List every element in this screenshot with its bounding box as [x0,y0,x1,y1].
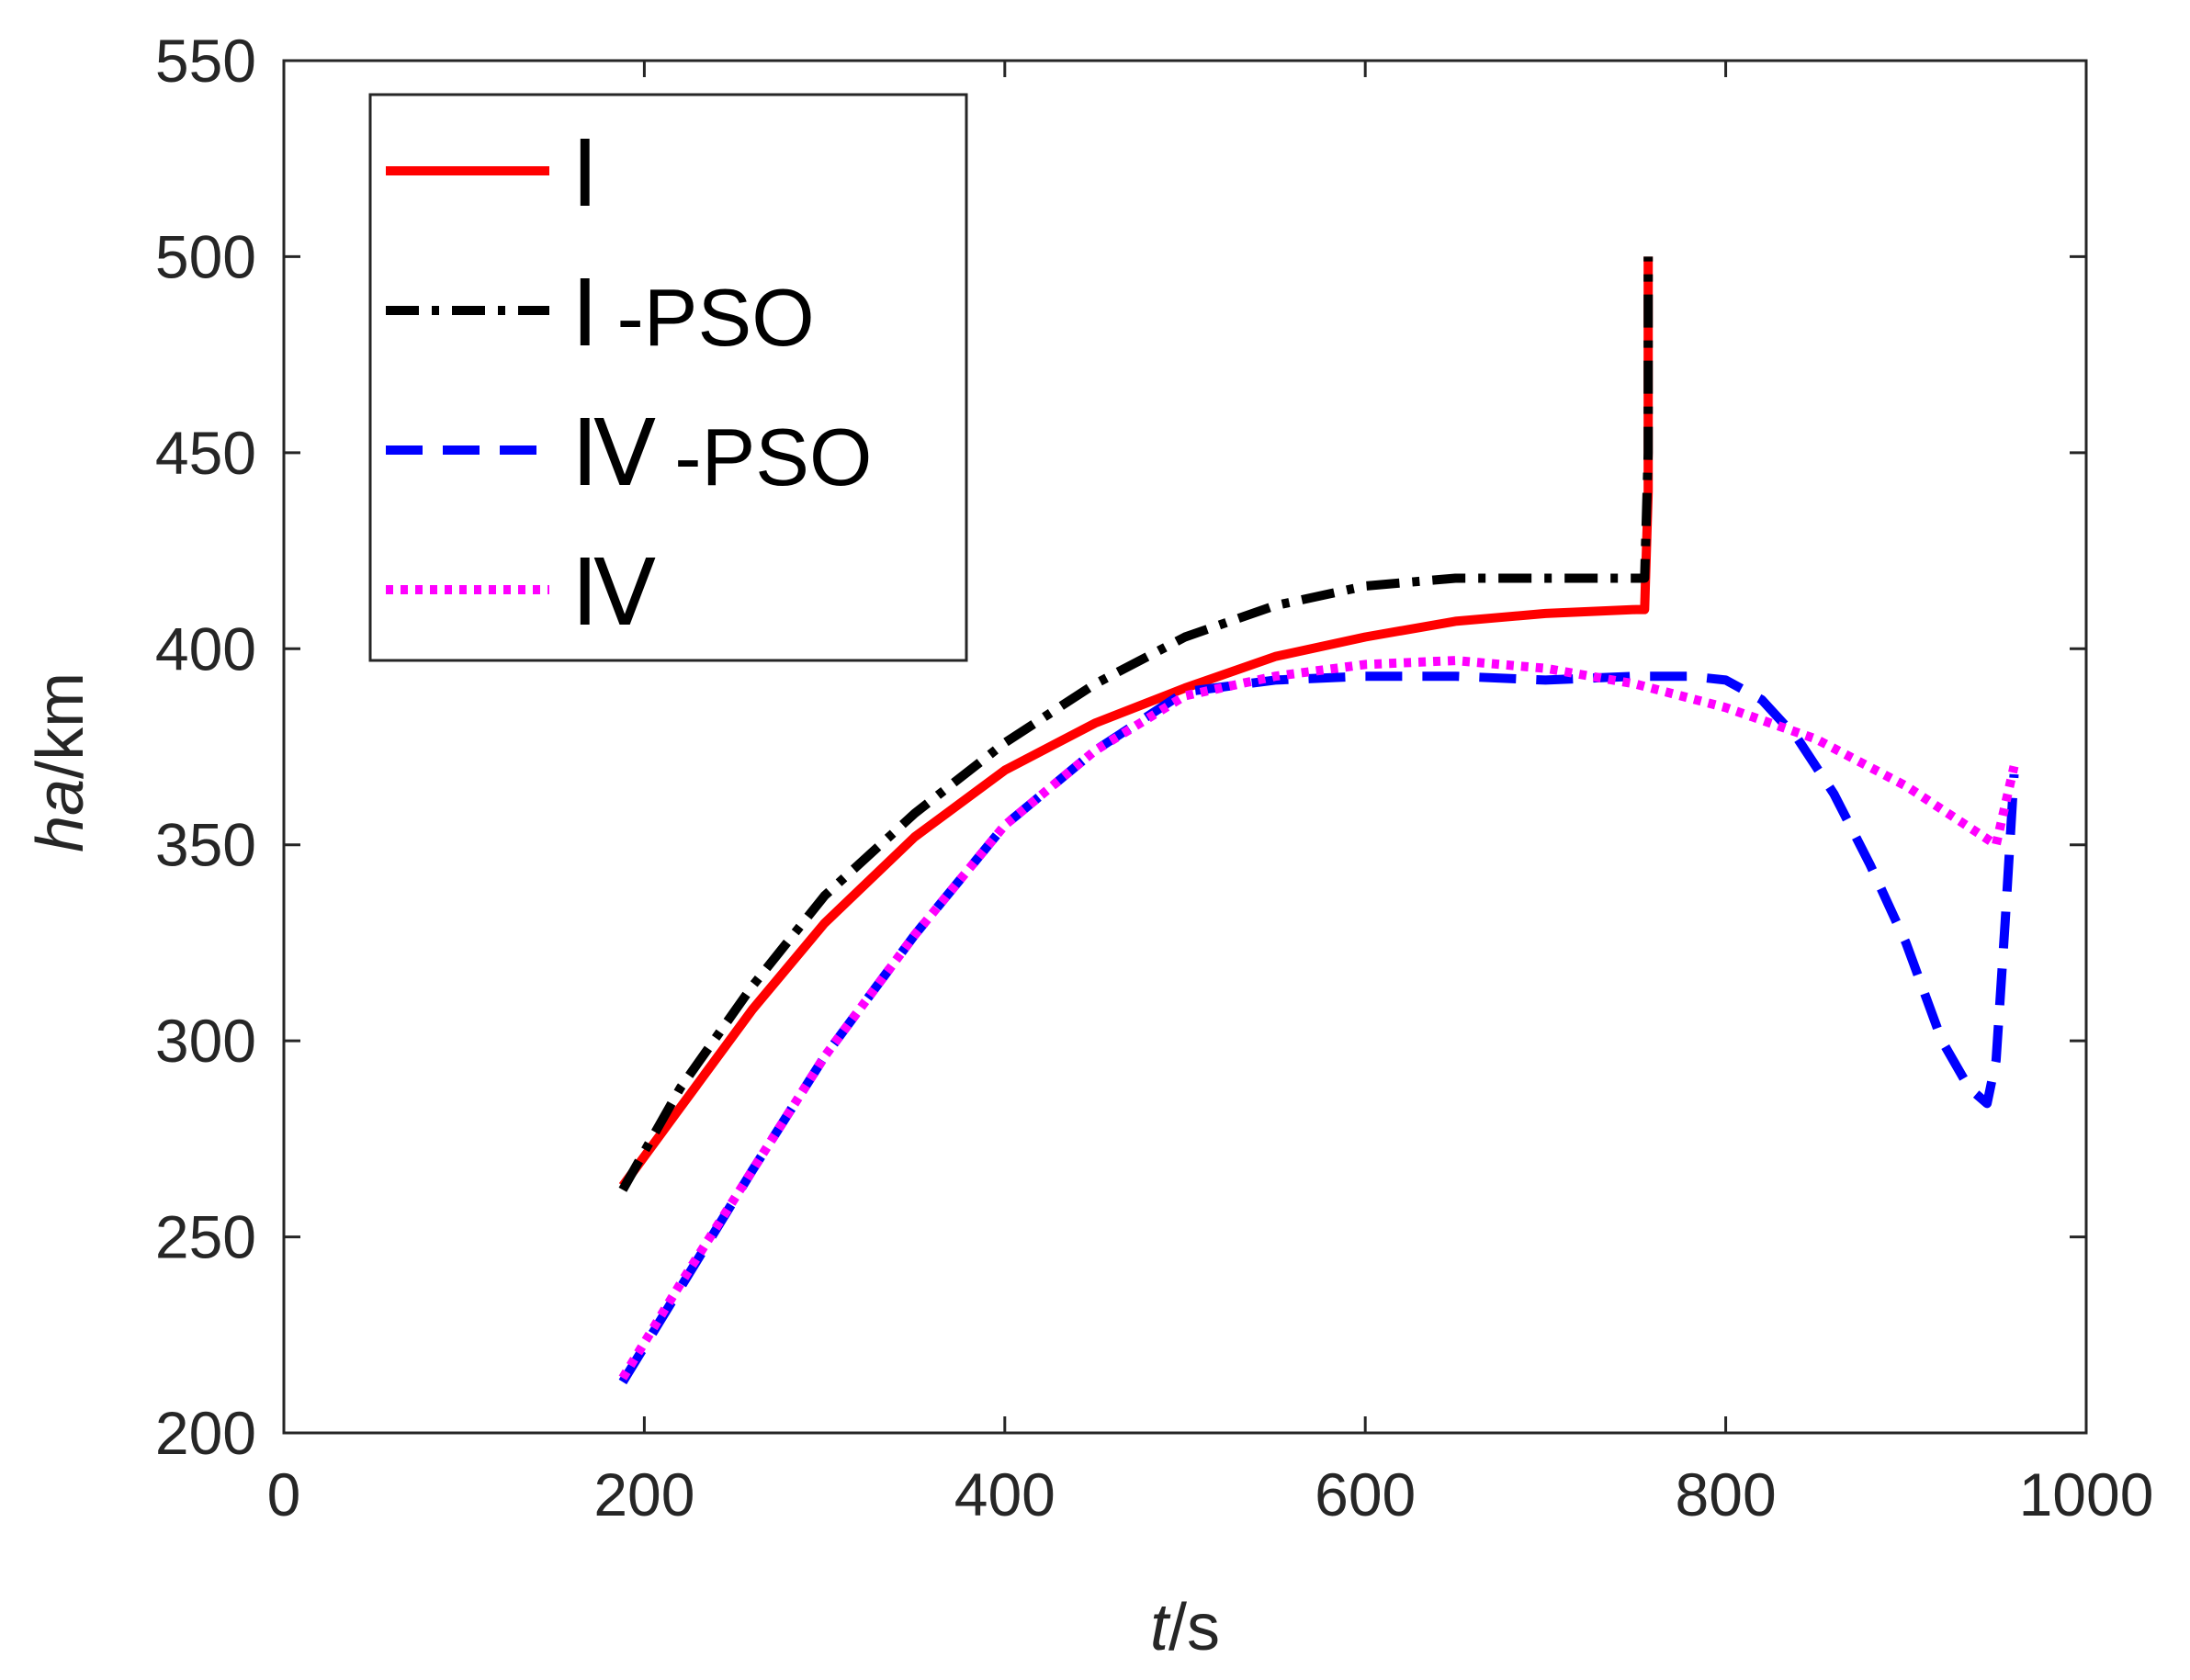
legend-label-1: Ⅰ [571,124,599,226]
series-line-2 [618,256,1654,1192]
y-tick-label: 300 [155,1007,256,1075]
x-tick-label: 600 [1315,1460,1416,1528]
y-tick-label: 450 [155,419,256,487]
x-tick-label: 200 [593,1460,694,1528]
legend-label-2: Ⅰ -PSO [571,264,815,366]
series-group [618,256,2019,1385]
legend-label-roman: Ⅰ [571,264,599,366]
y-axis-label: ha/km [24,672,97,852]
series-line-1 [618,256,1654,1190]
legend-label-roman: Ⅰ [571,124,599,226]
y-tick-label: 500 [155,222,256,290]
series-line-3 [618,671,2019,1385]
x-tick-label: 0 [267,1460,301,1528]
legend-label-3: Ⅳ -PSO [571,403,872,505]
y-tick-label: 200 [155,1399,256,1467]
legend-label-roman: Ⅳ [571,403,656,505]
x-tick-label: 1000 [2019,1460,2154,1528]
y-tick-label: 250 [155,1203,256,1271]
x-axis-label: t/s [1150,1591,1220,1664]
axis-ticks [282,59,2088,1435]
y-tick-label: 350 [155,811,256,879]
x-tick-label: 400 [954,1460,1055,1528]
series-line-4 [618,656,2019,1381]
legend-label-suffix: -PSO [617,272,815,363]
legend-box [368,93,968,662]
y-tick-label: 550 [155,27,256,95]
x-tick-label: 800 [1676,1460,1777,1528]
legend-label-roman: Ⅳ [571,543,656,645]
plot-frame [282,59,2088,1435]
y-tick-label: 400 [155,614,256,682]
legend-label-suffix: -PSO [674,412,872,502]
plot-area [282,59,2088,1435]
tick-labels: 0 200 400 600 800 100020025030035040045050055… [155,27,2154,1528]
legend-label-4: Ⅳ [571,543,656,645]
